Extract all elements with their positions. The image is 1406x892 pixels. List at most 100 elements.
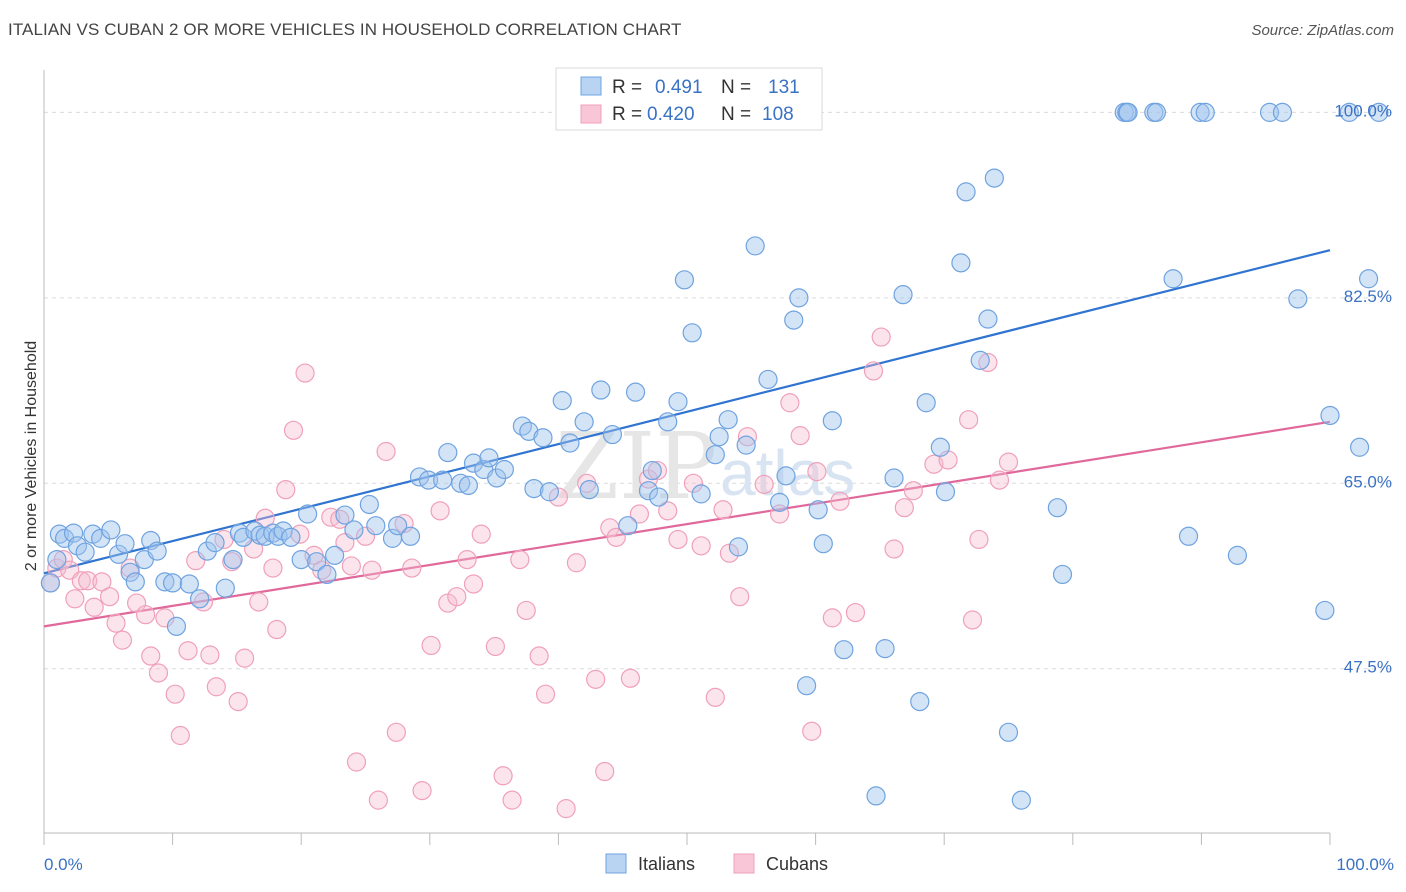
italians-point-109 <box>1011 790 1031 810</box>
cubans-point-66 <box>535 684 556 704</box>
cubans-point-59 <box>471 524 491 544</box>
italians-point-99 <box>910 691 930 712</box>
italians-point-34 <box>281 527 301 547</box>
cubans-point-107 <box>978 352 998 373</box>
cubans-point-83 <box>705 687 725 707</box>
italians-point-11 <box>115 534 135 554</box>
cubans-point-5 <box>71 571 91 591</box>
italians-point-5 <box>67 536 88 556</box>
cubans-point-37 <box>295 363 315 383</box>
cubans-point-35 <box>283 420 304 440</box>
italians-point-10 <box>108 544 129 564</box>
cubans-point-51 <box>402 558 422 578</box>
cubans-point-91 <box>790 426 810 446</box>
cubans-point-44 <box>346 752 367 772</box>
italians-point-39 <box>325 545 345 565</box>
italians-point-84 <box>745 236 765 256</box>
trend-lines <box>43 249 1331 628</box>
italians-point-36 <box>298 504 318 524</box>
cubans-n-label: N = <box>721 104 751 125</box>
italians-point-9 <box>101 520 121 540</box>
cubans-point-64 <box>516 600 536 621</box>
italians-point-52 <box>458 475 478 496</box>
cubans-point-23 <box>200 645 220 665</box>
cubans-point-24 <box>206 677 226 697</box>
italians-legend-swatch <box>605 853 627 874</box>
cubans-point-86 <box>730 587 750 607</box>
tick-labels: 47.5% 65.0% 82.5% 100.0% 0.0% 100.0% <box>44 101 1394 874</box>
grid-lines <box>44 111 1396 670</box>
italians-point-77 <box>682 323 702 343</box>
italians-point-86 <box>769 492 790 512</box>
cubans-point-98 <box>871 327 891 347</box>
italians-point-88 <box>784 310 804 330</box>
italians-point-127 <box>1339 102 1359 122</box>
cubans-point-28 <box>235 648 255 668</box>
italians-point-120 <box>1195 102 1215 122</box>
cubans-point-19 <box>170 725 190 746</box>
italians-r-label: R = <box>612 77 642 98</box>
italians-point-79 <box>705 445 725 465</box>
cubans-point-65 <box>529 646 549 666</box>
y-tick-label-3: 100.0% <box>1334 101 1392 120</box>
italians-point-50 <box>438 442 458 463</box>
cubans-point-67 <box>548 487 569 507</box>
italians-point-111 <box>1052 564 1073 585</box>
cubans-point-2 <box>53 549 73 570</box>
italians-n-value: 131 <box>768 77 800 98</box>
cubans-point-4 <box>65 589 85 609</box>
italians-point-94 <box>834 640 854 660</box>
cubans-point-16 <box>148 663 169 683</box>
cubans-point-53 <box>421 635 441 656</box>
cubans-point-48 <box>376 441 396 462</box>
italians-point-48 <box>418 470 439 490</box>
cubans-point-99 <box>884 539 904 559</box>
italians-trend-line <box>43 249 1331 575</box>
italians-point-17 <box>155 572 175 592</box>
italians-point-80 <box>709 427 729 447</box>
cubans-point-14 <box>135 605 156 625</box>
cubans-point-81 <box>683 473 704 493</box>
cubans-swatch <box>580 104 602 124</box>
cubans-point-100 <box>894 498 914 518</box>
cubans-point-82 <box>691 536 711 556</box>
cubans-point-32 <box>263 558 283 578</box>
italians-point-124 <box>1288 289 1308 309</box>
italians-point-106 <box>978 309 998 329</box>
italians-point-82 <box>728 537 749 557</box>
x-tick-label-start: 0.0% <box>44 855 83 874</box>
chart-title: ITALIAN VS CUBAN 2 OR MORE VEHICLES IN H… <box>8 20 682 39</box>
cubans-r-label: R = <box>612 104 642 125</box>
cubans-point-92 <box>802 721 822 741</box>
cubans-point-46 <box>362 560 382 580</box>
italians-point-45 <box>388 516 408 536</box>
italians-swatch <box>580 76 602 96</box>
correlation-legend: R = 0.491 N = 131 R = 0.420 N = 108 <box>555 67 823 131</box>
italians-point-40 <box>335 505 355 525</box>
cubans-point-54 <box>430 501 450 521</box>
y-axis-title: 2 or more Vehicles in Household <box>23 341 40 571</box>
italians-point-87 <box>776 466 796 486</box>
italians-point-78 <box>691 484 711 504</box>
italians-point-110 <box>1047 498 1067 518</box>
cubans-point-88 <box>754 474 774 494</box>
italians-point-59 <box>519 421 539 441</box>
italians-point-91 <box>808 500 828 520</box>
axes <box>43 70 1331 845</box>
italians-r-value: 0.491 <box>655 77 703 98</box>
italians-point-66 <box>579 480 599 500</box>
italians-point-118 <box>1178 526 1199 546</box>
italians-point-1 <box>47 549 67 570</box>
cubans-point-52 <box>412 781 432 801</box>
italians-points <box>40 102 1389 810</box>
italians-point-20 <box>179 574 199 594</box>
cubans-point-69 <box>566 553 587 573</box>
italians-point-24 <box>215 578 235 598</box>
cubans-point-105 <box>962 610 983 630</box>
cubans-point-57 <box>457 549 477 570</box>
italians-point-108 <box>998 722 1019 742</box>
cubans-point-71 <box>586 669 606 689</box>
cubans-point-33 <box>267 619 287 640</box>
italians-point-64 <box>560 433 580 453</box>
